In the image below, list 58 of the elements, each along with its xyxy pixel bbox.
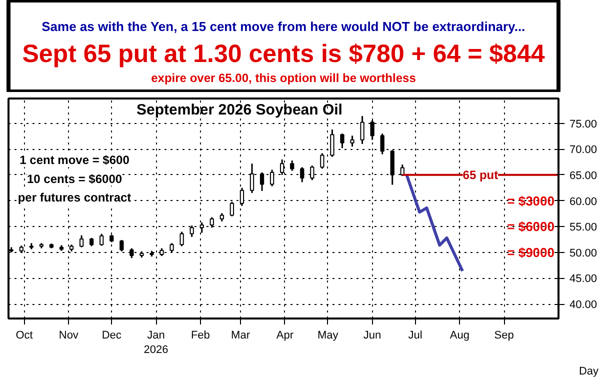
x-tick-label: Dec — [102, 330, 122, 342]
annotation: 1 cent move = $600 — [20, 153, 130, 168]
y-tick-label: 55.00 — [570, 222, 598, 234]
candlestick — [170, 242, 174, 254]
candlestick — [330, 128, 334, 158]
candlestick — [230, 201, 234, 217]
candlestick — [120, 239, 124, 252]
candlestick — [310, 164, 314, 181]
candlestick — [130, 248, 134, 259]
annotation: = $3000 — [507, 193, 555, 208]
candlestick — [340, 132, 344, 149]
annotation: 10 cents = $6000 — [26, 172, 122, 186]
y-tick-label: 50.00 — [570, 247, 598, 260]
x-tick-label: Apr — [276, 330, 294, 342]
x-tick-label: Nov — [58, 330, 79, 342]
x-tick-label: Mar — [231, 330, 250, 342]
annotation: = $6000 — [507, 219, 555, 234]
candlestick — [240, 187, 244, 207]
candlestick — [79, 234, 84, 248]
y-tick-label: 75.00 — [570, 118, 598, 130]
x-tick-label: Aug — [450, 330, 470, 342]
x-tick-label: Jun — [363, 330, 382, 342]
candlestick — [270, 169, 274, 188]
candlestick — [180, 230, 184, 247]
x-tick-label: May — [318, 330, 339, 342]
candlestick — [280, 158, 284, 176]
y-tick-label: 70.00 — [570, 144, 598, 156]
line-series — [405, 173, 464, 272]
candlestick — [390, 149, 394, 186]
candlestick — [190, 224, 194, 238]
x-tick-label: Sep — [494, 330, 514, 342]
chart-subtitle: Same as with the Yen, a 15 cent move from here would NOT be extraordinary... — [42, 18, 526, 34]
candlestick — [260, 172, 264, 192]
text: Sept 65 put at 1.30 cents is $780 + 64 = $844 — [22, 40, 545, 68]
y-tick-label: 65.00 — [570, 170, 598, 182]
candlestick — [400, 164, 404, 177]
x-tick-label: Oct — [16, 330, 33, 342]
candlestick — [290, 160, 294, 172]
annotation: = $9000 — [507, 244, 555, 260]
candlestick — [250, 162, 254, 194]
x-tick-label: Feb — [190, 330, 210, 342]
candlestick — [350, 134, 354, 148]
candlestick — [200, 222, 204, 234]
candlestick — [320, 152, 324, 170]
candlestick — [300, 166, 304, 183]
y-tick-label: 60.00 — [570, 196, 598, 208]
ref-line-label: 65 put — [462, 168, 498, 182]
text: expire over 65.00, this option will be worthless — [151, 70, 416, 85]
y-tick-label: 45.00 — [570, 273, 598, 286]
x-axis-title: Day — [578, 366, 599, 378]
x-tick-label: Jan 2026 — [144, 330, 168, 356]
y-tick-label: 40.00 — [570, 299, 598, 312]
candlestick — [380, 132, 384, 156]
candlestick — [210, 216, 214, 228]
x-tick-label: Jul — [408, 330, 422, 342]
annotation: per futures contract — [18, 190, 132, 204]
candlestick — [100, 233, 104, 246]
chart-title: September 2026 Soybean Oil — [136, 102, 342, 118]
